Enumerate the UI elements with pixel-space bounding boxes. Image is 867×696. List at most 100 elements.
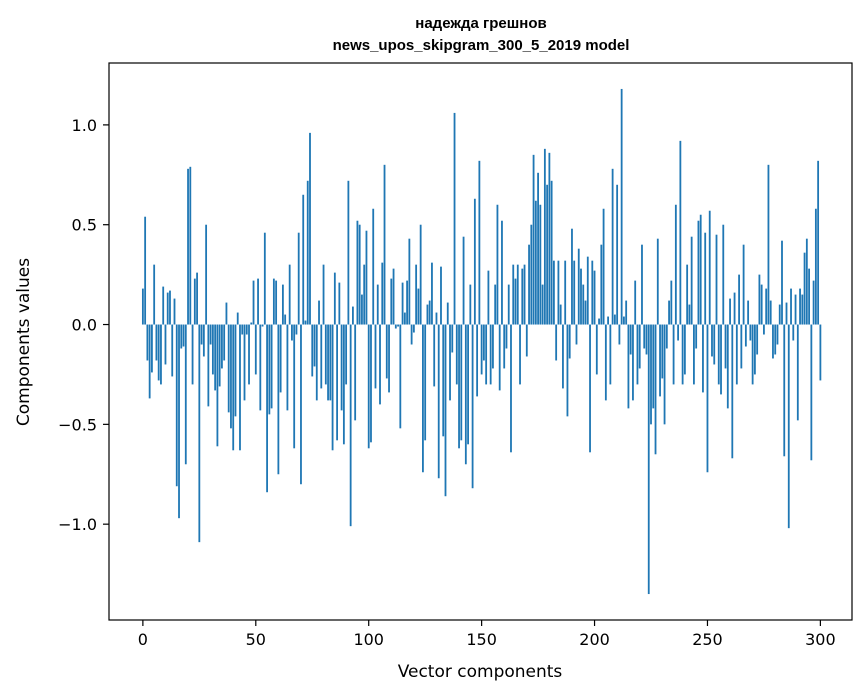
bar bbox=[735, 324, 738, 385]
bar bbox=[288, 264, 291, 325]
bar bbox=[566, 324, 569, 417]
bar bbox=[399, 324, 402, 429]
bar bbox=[550, 180, 553, 325]
bar bbox=[146, 324, 149, 361]
bar bbox=[724, 324, 727, 369]
bar bbox=[731, 324, 734, 459]
bar bbox=[790, 288, 792, 325]
bar bbox=[616, 184, 619, 325]
bar bbox=[302, 194, 305, 325]
bar bbox=[397, 324, 399, 327]
bar bbox=[492, 324, 494, 369]
bar bbox=[819, 324, 822, 381]
bar bbox=[598, 318, 600, 325]
bar bbox=[232, 324, 235, 451]
bar bbox=[552, 260, 555, 325]
bar bbox=[394, 324, 397, 329]
bar bbox=[699, 214, 702, 325]
bar bbox=[449, 324, 451, 401]
bar bbox=[812, 280, 815, 325]
bar bbox=[715, 234, 718, 325]
bar bbox=[435, 312, 438, 325]
bar bbox=[182, 324, 185, 347]
bar bbox=[523, 264, 526, 325]
bar bbox=[769, 300, 772, 325]
bar bbox=[361, 294, 363, 325]
bar bbox=[218, 324, 221, 387]
bar bbox=[178, 324, 180, 519]
bar bbox=[665, 324, 668, 349]
x-tick-label: 0 bbox=[138, 630, 148, 649]
bar bbox=[514, 278, 517, 325]
bar bbox=[803, 252, 806, 325]
bar bbox=[654, 324, 657, 455]
bar bbox=[440, 266, 442, 325]
chart-title: надежда грешнов bbox=[415, 15, 546, 32]
bar bbox=[611, 168, 614, 325]
bar bbox=[751, 324, 754, 385]
bar bbox=[591, 260, 594, 325]
bar bbox=[679, 140, 682, 325]
bar bbox=[704, 232, 707, 325]
bar bbox=[805, 238, 808, 325]
y-tick-label: 1.0 bbox=[72, 116, 97, 135]
bar bbox=[207, 324, 210, 407]
bar bbox=[620, 88, 623, 325]
bar bbox=[252, 280, 255, 325]
bar bbox=[568, 324, 571, 359]
bar bbox=[428, 300, 431, 325]
bar bbox=[151, 324, 153, 373]
bar bbox=[537, 172, 539, 325]
bar bbox=[776, 324, 779, 345]
bar bbox=[713, 324, 716, 365]
bar bbox=[478, 160, 481, 325]
bar bbox=[363, 264, 366, 325]
bar bbox=[519, 324, 521, 385]
bar bbox=[471, 324, 474, 489]
bar bbox=[171, 324, 174, 377]
bar bbox=[324, 324, 327, 385]
bar bbox=[548, 152, 551, 325]
bar bbox=[681, 324, 684, 385]
bar bbox=[295, 324, 298, 335]
bar bbox=[672, 324, 675, 385]
bar bbox=[236, 312, 239, 325]
bar bbox=[318, 300, 320, 325]
x-axis-ticks: 0 50 100 150 200 250 300 bbox=[138, 620, 836, 649]
bar bbox=[367, 324, 370, 449]
x-tick-label: 100 bbox=[353, 630, 384, 649]
bar bbox=[354, 324, 357, 421]
bar bbox=[760, 284, 763, 325]
bar bbox=[444, 324, 447, 497]
bar bbox=[257, 278, 259, 325]
bar bbox=[670, 280, 673, 325]
bar bbox=[702, 324, 704, 393]
bar bbox=[467, 324, 469, 445]
bar bbox=[763, 324, 765, 335]
bar bbox=[814, 208, 817, 325]
bar bbox=[336, 324, 338, 441]
bar bbox=[604, 324, 607, 401]
bar bbox=[571, 228, 573, 325]
bar bbox=[250, 322, 253, 325]
bar bbox=[582, 284, 585, 325]
bar bbox=[410, 324, 413, 345]
bar bbox=[313, 324, 316, 367]
bar bbox=[230, 324, 232, 429]
bar bbox=[338, 282, 341, 325]
bar bbox=[521, 268, 524, 325]
bar bbox=[708, 210, 711, 325]
y-tick-label: −1.0 bbox=[58, 515, 97, 534]
y-axis-label: Components values bbox=[14, 258, 34, 426]
bar bbox=[401, 282, 404, 325]
bar bbox=[365, 230, 368, 325]
bar bbox=[557, 260, 560, 325]
bar bbox=[372, 208, 375, 325]
bar bbox=[381, 262, 384, 325]
bar bbox=[173, 298, 176, 325]
bar bbox=[577, 248, 580, 325]
bar bbox=[202, 324, 205, 357]
bar bbox=[193, 278, 196, 325]
bar bbox=[187, 168, 189, 325]
bar bbox=[677, 324, 680, 341]
